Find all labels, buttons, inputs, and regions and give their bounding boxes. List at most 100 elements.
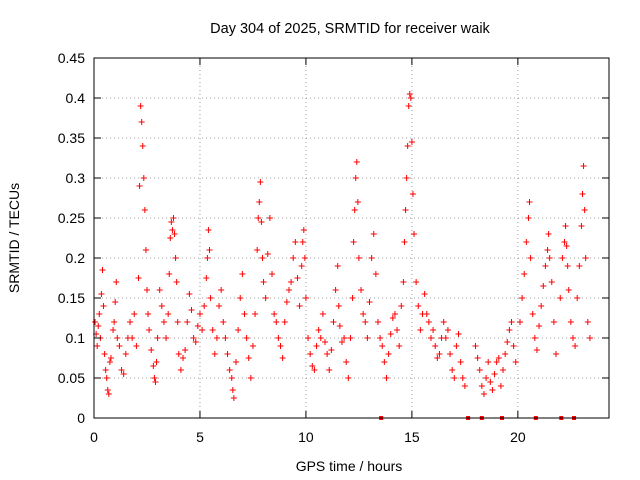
data-point [141,207,148,213]
data-point [407,95,414,101]
y-tick-label: 0.45 [58,50,85,66]
data-point [461,383,468,389]
data-point [474,355,481,361]
data-point [140,175,147,181]
data-point [190,335,197,341]
data-point [196,311,203,317]
data-point [409,191,416,197]
data-point [165,311,172,317]
data-point [290,255,297,261]
data-point [546,255,553,261]
data-point [472,343,479,349]
data-point [580,163,587,169]
data-point [296,303,303,309]
data-point [218,287,225,293]
data-point [385,351,392,357]
data-point [266,215,273,221]
data-point [206,247,213,253]
data-point [317,335,324,341]
data-point [347,335,354,341]
data-point [401,239,408,245]
data-point [565,287,572,293]
y-tick-label: 0 [77,410,85,426]
data-point [368,255,375,261]
data-point [153,359,160,365]
y-tick-label: 0.4 [66,90,86,106]
y-tick-label: 0.35 [58,130,85,146]
data-point [352,175,359,181]
data-point [326,367,333,373]
data-point [135,275,142,281]
data-point [358,287,365,293]
data-point [173,279,180,285]
data-point [107,355,114,361]
y-tick-label: 0.15 [58,290,85,306]
data-point [188,307,195,313]
data-point [398,303,405,309]
data-point [166,271,173,277]
data-point [538,303,545,309]
data-point [163,335,170,341]
data-point [512,359,519,365]
data-point [548,279,555,285]
data-point [413,279,420,285]
x-tick-label: 5 [196,429,204,445]
data-point [351,207,358,213]
data-point [309,363,316,369]
data-point [391,311,398,317]
data-point [476,367,483,373]
data-point [425,319,432,325]
x-axis-label: GPS time / hours [296,458,403,474]
data-point [415,303,422,309]
data-point [362,319,369,325]
grid [94,58,609,418]
data-point [521,271,528,277]
data-point [104,387,111,393]
data-point [495,355,502,361]
data-point [533,347,540,353]
data-point [406,91,413,97]
data-point [120,371,127,377]
data-point [264,251,271,257]
data-point [562,223,569,229]
data-point [146,327,153,333]
data-point [582,255,589,261]
data-point [459,375,466,381]
data-point [516,319,523,325]
x-tick-label: 20 [510,429,526,445]
data-point [260,279,267,285]
data-point [354,199,361,205]
data-point [143,287,150,293]
data-point [113,279,120,285]
data-point [506,327,513,333]
data-point [213,335,220,341]
data-point [100,303,107,309]
data-point [209,327,216,333]
data-point [350,239,357,245]
data-points [92,91,593,420]
data-point [299,239,306,245]
data-point [226,367,233,373]
data-point [129,335,136,341]
data-point [313,343,320,349]
data-point [442,335,449,341]
data-point [561,239,568,245]
data-point [127,319,134,325]
data-point [480,391,487,397]
data-point [174,319,181,325]
data-point [252,311,259,317]
data-point [491,371,498,377]
data-point [504,339,511,345]
y-axis-label: SRMTID / TECUs [6,183,22,293]
data-point [170,215,177,221]
data-point [338,339,345,345]
data-point [411,231,418,237]
data-point [111,319,118,325]
data-point [102,367,109,373]
data-point [138,119,145,125]
data-point [394,327,401,333]
data-point [529,311,536,317]
data-point [381,359,388,365]
data-point [335,303,342,309]
data-point [220,319,227,325]
